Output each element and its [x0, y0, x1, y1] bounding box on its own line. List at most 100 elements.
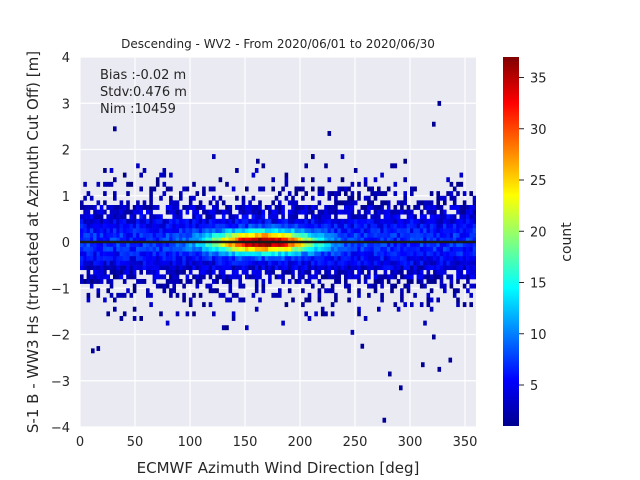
heatmap-cell	[119, 242, 124, 247]
heatmap-cell	[363, 274, 368, 280]
heatmap-cell	[380, 274, 384, 280]
heatmap-cell	[83, 218, 87, 224]
heatmap-cell	[221, 200, 226, 206]
heatmap-cell	[264, 246, 269, 252]
heatmap-cell	[175, 255, 180, 261]
heatmap-cell	[363, 255, 368, 261]
heatmap-cell	[406, 237, 411, 243]
heatmap-cell	[448, 357, 453, 363]
heatmap-cell	[116, 246, 120, 252]
heatmap-cell	[429, 209, 434, 215]
heatmap-cell	[380, 246, 384, 252]
heatmap-cell	[119, 237, 124, 243]
heatmap-cell	[205, 283, 209, 289]
heatmap-cell	[106, 237, 110, 243]
heatmap-cell	[202, 251, 206, 257]
heatmap-cell	[433, 242, 437, 247]
heatmap-cell	[443, 200, 447, 206]
heatmap-cell	[383, 251, 388, 257]
heatmap-cell	[235, 246, 239, 252]
heatmap-cell	[268, 232, 272, 238]
heatmap-cell	[122, 214, 127, 220]
heatmap-cell	[377, 205, 381, 210]
heatmap-cell	[403, 255, 407, 261]
heatmap-cell	[106, 232, 110, 238]
heatmap-cell	[459, 181, 464, 187]
heatmap-cell	[254, 228, 259, 234]
heatmap-cell	[443, 214, 447, 220]
heatmap-cell	[188, 223, 193, 229]
heatmap-cell	[268, 223, 272, 229]
heatmap-cell	[472, 255, 476, 261]
heatmap-cell	[245, 218, 249, 224]
heatmap-cell	[149, 200, 153, 206]
heatmap-cell	[383, 232, 388, 238]
heatmap-cell	[400, 242, 404, 247]
heatmap-cell	[238, 223, 242, 229]
heatmap-cell	[334, 205, 338, 210]
heatmap-cell	[205, 232, 209, 238]
heatmap-cell	[443, 265, 447, 271]
heatmap-cell	[344, 246, 348, 252]
heatmap-cell	[287, 255, 292, 261]
heatmap-cell	[238, 232, 242, 238]
heatmap-cell	[426, 260, 431, 266]
heatmap-cell	[357, 269, 361, 275]
heatmap-cell	[429, 218, 434, 224]
heatmap-cell	[437, 100, 442, 106]
heatmap-cell	[274, 237, 279, 243]
heatmap-cell	[281, 232, 285, 238]
heatmap-cell	[334, 195, 338, 201]
heatmap-cell	[456, 265, 460, 271]
heatmap-cell	[410, 251, 414, 257]
heatmap-cell	[159, 251, 163, 257]
heatmap-cell	[459, 232, 464, 238]
heatmap-cell	[291, 228, 295, 234]
heatmap-cell	[175, 260, 180, 266]
heatmap-cell	[317, 186, 322, 192]
heatmap-cell	[449, 218, 454, 224]
heatmap-cell	[291, 246, 295, 252]
heatmap-cell	[350, 181, 355, 187]
heatmap-cell	[433, 228, 437, 234]
heatmap-cell	[337, 232, 341, 238]
heatmap-cell	[307, 265, 312, 271]
heatmap-cell	[261, 186, 266, 192]
heatmap-cell	[231, 316, 236, 321]
heatmap-cell	[449, 223, 454, 229]
heatmap-cell	[320, 209, 325, 215]
heatmap-cell	[198, 274, 203, 280]
heatmap-cell	[426, 246, 431, 252]
heatmap-cell	[142, 232, 147, 238]
heatmap-cell	[439, 269, 444, 275]
heatmap-cell	[406, 228, 411, 234]
heatmap-cell	[377, 209, 381, 215]
heatmap-cell	[278, 242, 282, 247]
heatmap-cell	[370, 237, 374, 243]
heatmap-cell	[278, 200, 282, 206]
heatmap-cell	[251, 269, 256, 275]
heatmap-cell	[113, 274, 117, 280]
heatmap-cell	[149, 292, 153, 298]
heatmap-cell	[113, 255, 117, 261]
heatmap-cell	[198, 200, 203, 206]
heatmap-cell	[419, 200, 424, 206]
heatmap-cell	[93, 205, 97, 210]
heatmap-cell	[304, 232, 308, 238]
heatmap-cell	[403, 195, 407, 201]
heatmap-cell	[106, 214, 110, 220]
heatmap-cell	[96, 269, 101, 275]
heatmap-cell	[291, 218, 295, 224]
heatmap-cell	[96, 232, 101, 238]
heatmap-cell	[165, 283, 170, 289]
heatmap-cell	[251, 214, 256, 220]
heatmap-cell	[122, 251, 127, 257]
heatmap-cell	[334, 237, 338, 243]
heatmap-cell	[287, 191, 292, 197]
heatmap-cell	[235, 260, 239, 266]
heatmap-cell	[396, 242, 401, 247]
heatmap-cell	[377, 246, 381, 252]
heatmap-cell	[307, 209, 312, 215]
heatmap-cell	[116, 223, 120, 229]
